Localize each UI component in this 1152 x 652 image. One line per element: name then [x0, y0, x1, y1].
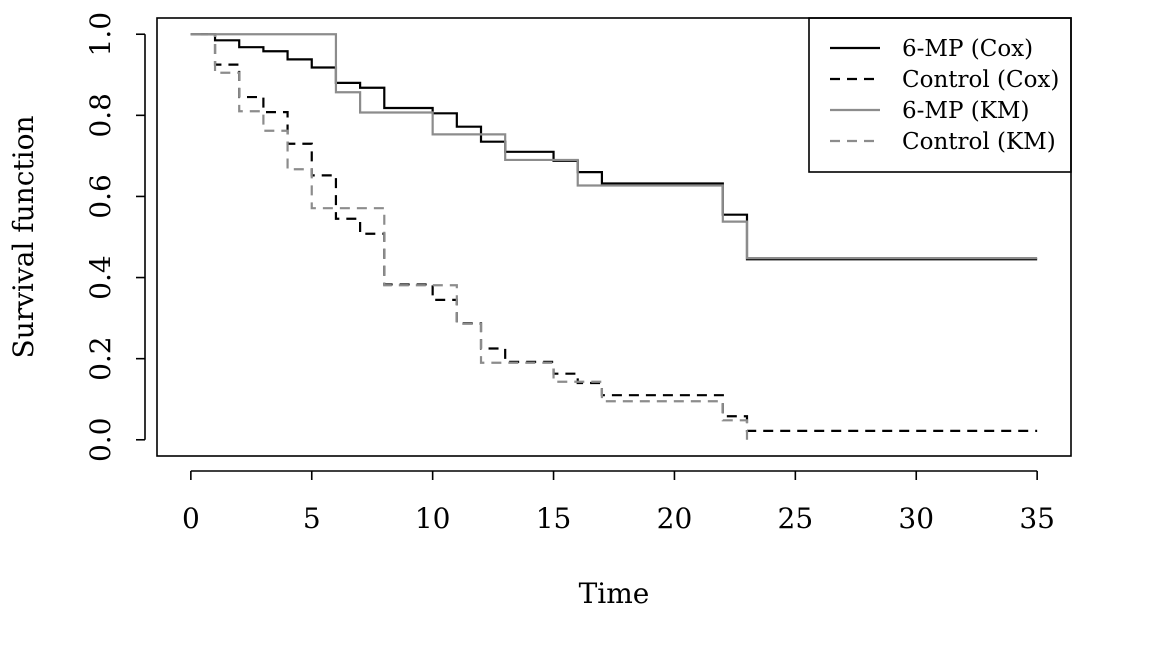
y-tick-label: 0.6 [84, 174, 117, 219]
x-tick-label: 0 [182, 502, 200, 535]
y-tick-label: 0.2 [84, 336, 117, 381]
series-line-3 [190, 33, 1038, 260]
x-tick-label: 35 [1019, 502, 1055, 535]
plot-curves [190, 33, 1038, 440]
y-axis: 0.0 0.2 0.4 0.6 0.8 1.0 [84, 12, 146, 463]
series-line-1 [190, 33, 1038, 261]
y-axis-title: Survival function [7, 116, 40, 359]
x-axis-title: Time [579, 577, 650, 610]
legend: 6-MP (Cox) Control (Cox) 6-MP (KM) Control … [808, 17, 1072, 173]
y-tick-label: 0.8 [84, 93, 117, 138]
x-tick-label: 15 [536, 502, 572, 535]
x-tick-label: 10 [415, 502, 451, 535]
legend-box [808, 17, 1072, 173]
y-tick-label: 0.4 [84, 255, 117, 300]
series-line-4 [190, 33, 749, 440]
plot-frame [156, 17, 1072, 457]
x-tick-label: 30 [898, 502, 934, 535]
x-axis: 0 5 10 15 20 25 30 35 [182, 470, 1055, 535]
legend-label: 6-MP (KM) [902, 98, 1029, 124]
x-tick-label: 20 [657, 502, 693, 535]
legend-label: Control (Cox) [902, 67, 1059, 93]
x-tick-label: 5 [303, 502, 321, 535]
y-tick-label: 0.0 [84, 418, 117, 463]
legend-label: 6-MP (Cox) [902, 36, 1033, 62]
y-tick-label: 1.0 [84, 12, 117, 57]
legend-label: Control (KM) [902, 129, 1056, 155]
series-line-2 [190, 33, 1038, 432]
x-tick-label: 25 [778, 502, 814, 535]
